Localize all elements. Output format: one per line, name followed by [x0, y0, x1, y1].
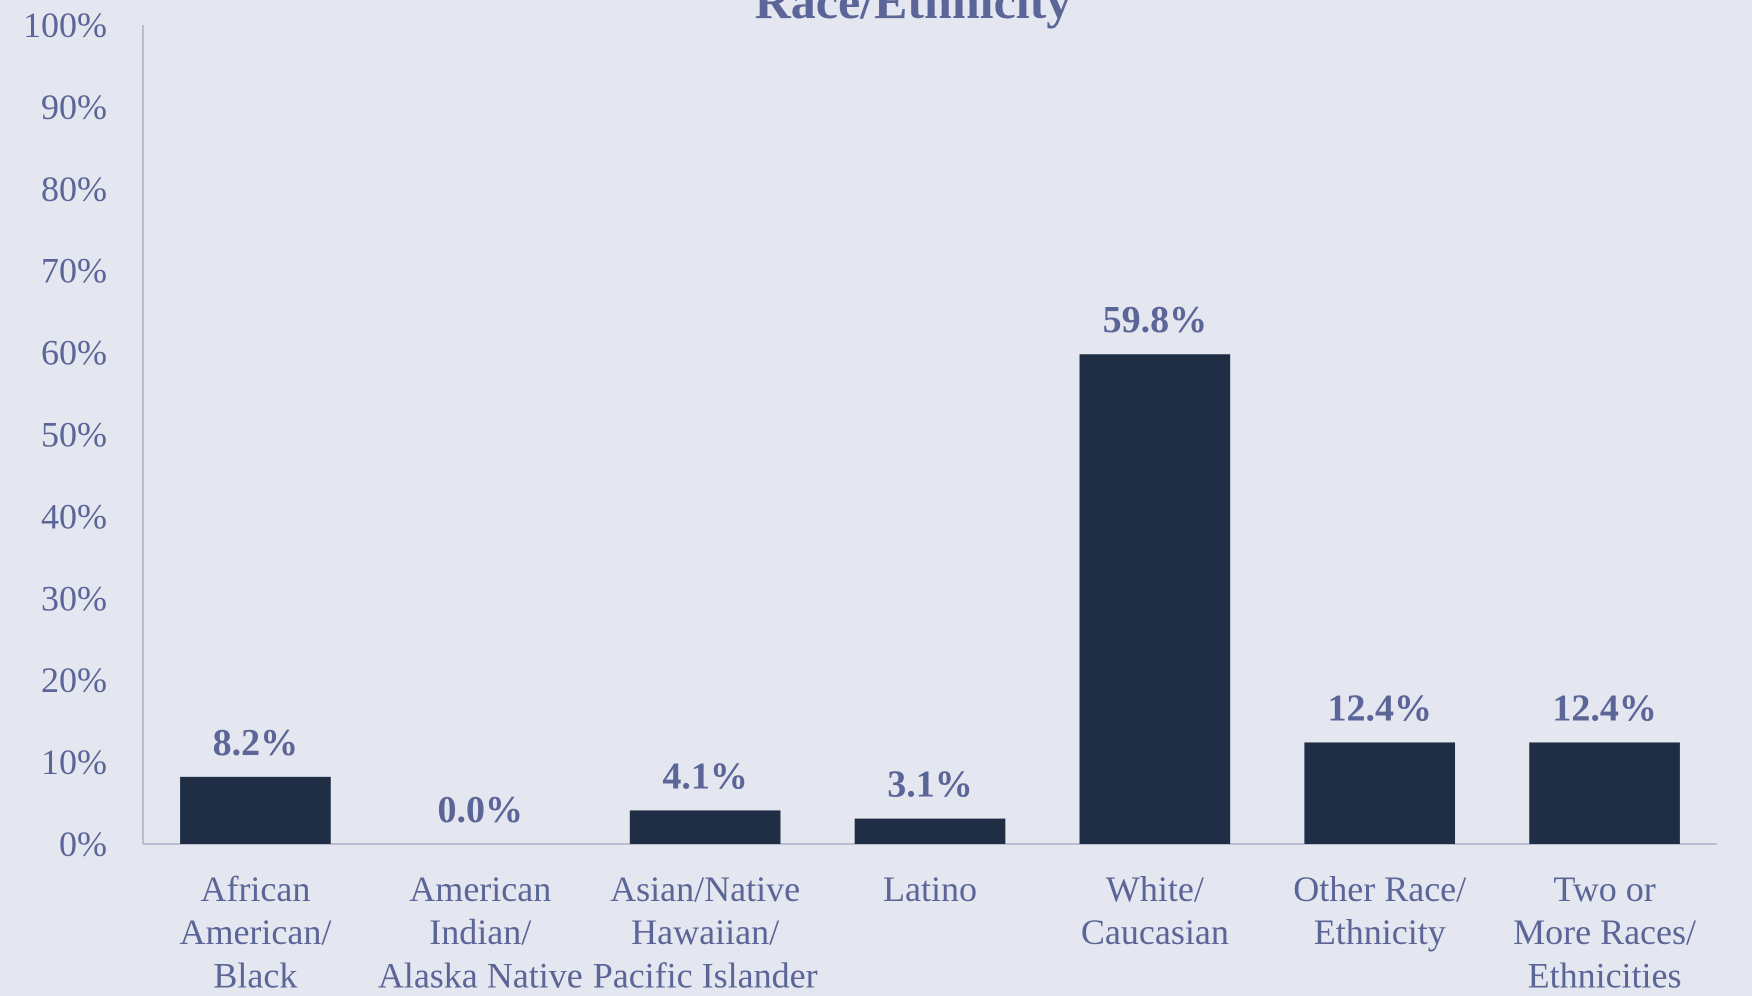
y-tick-label: 0% [59, 824, 107, 864]
y-tick-label: 100% [23, 5, 107, 45]
y-tick-label: 30% [41, 578, 107, 618]
y-tick-label: 50% [41, 415, 107, 455]
value-label: 12.4% [1327, 687, 1432, 729]
x-tick-label: Two or More Races/Ethnicities [1513, 869, 1696, 995]
value-label: 12.4% [1552, 687, 1657, 729]
chart-title: Race/Ethnicity [755, 0, 1072, 29]
value-label: 59.8% [1103, 299, 1208, 341]
x-tick-label: Other Race/Ethnicity [1293, 869, 1466, 952]
bar [1529, 742, 1680, 844]
x-tick-label: African American/Black [179, 869, 331, 995]
value-label: 0.0% [438, 789, 524, 831]
y-tick-label: 90% [41, 87, 107, 127]
bar [629, 810, 781, 844]
y-tick-label: 10% [41, 742, 107, 782]
x-tick-label: White/Caucasian [1081, 869, 1229, 952]
bar [1079, 354, 1231, 844]
bar [1304, 742, 1456, 844]
y-tick-label: 20% [41, 660, 107, 700]
x-tick-label: Latino [883, 869, 977, 909]
value-label: 3.1% [887, 764, 973, 806]
bar [180, 776, 331, 844]
value-label: 8.2% [213, 722, 299, 764]
y-tick-label: 80% [41, 169, 107, 209]
value-label: 4.1% [662, 755, 748, 797]
x-tick-label: American Indian/Alaska Native [378, 869, 583, 995]
y-tick-label: 60% [41, 333, 107, 373]
y-tick-label: 70% [41, 251, 107, 291]
y-tick-label: 40% [41, 496, 107, 536]
x-tick-label: Asian/Native Hawaiian/Pacific Islander [593, 869, 818, 995]
bar [854, 818, 1006, 844]
